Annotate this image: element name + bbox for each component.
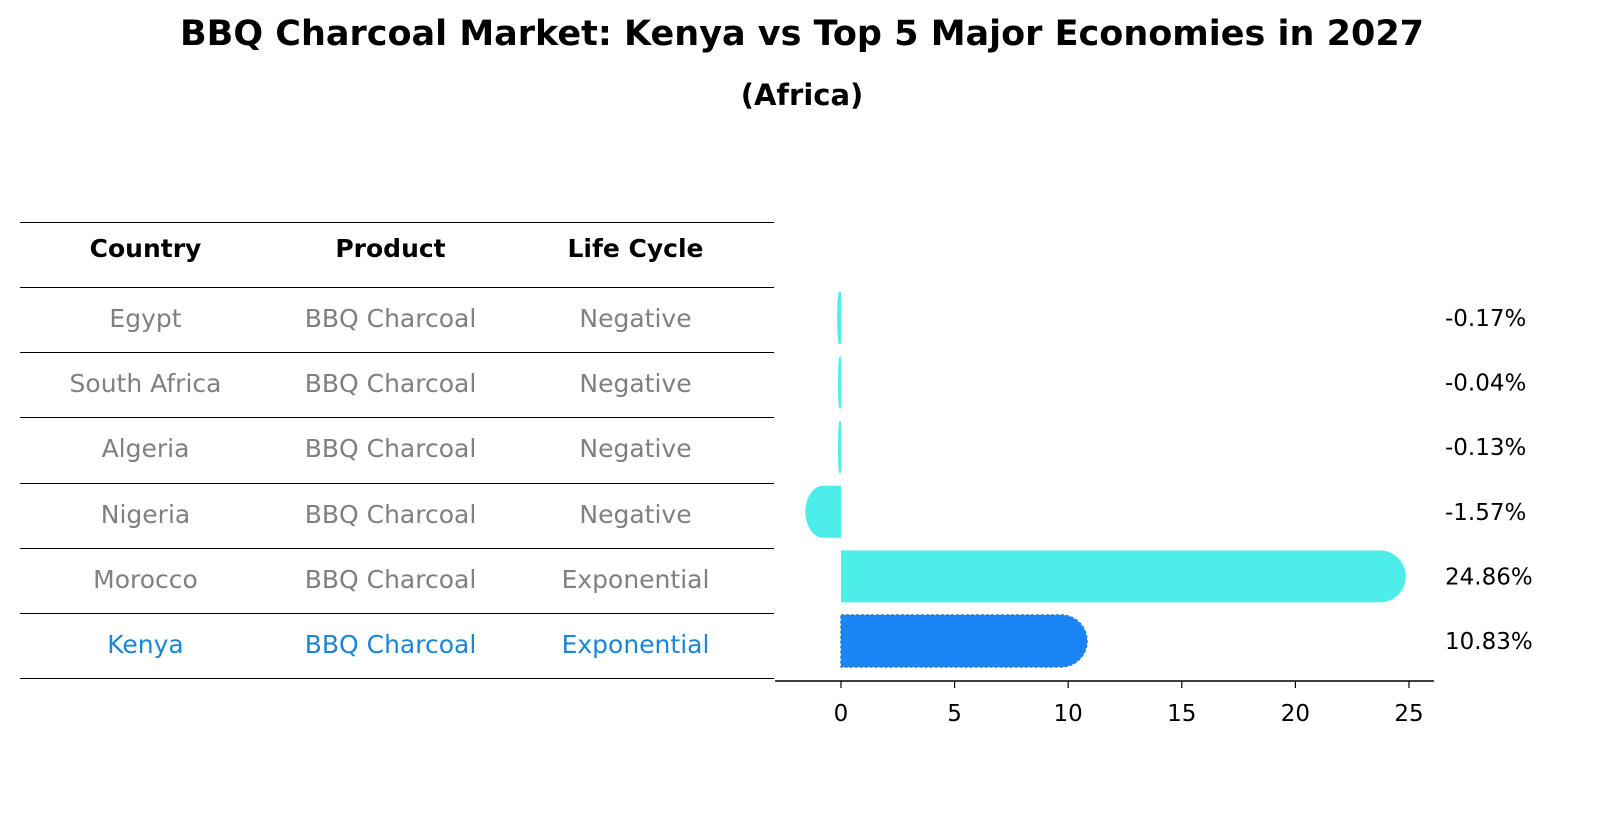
table-cell-country: Nigeria xyxy=(100,499,191,529)
table-cell-country: Egypt xyxy=(109,304,182,333)
header-country: Country xyxy=(89,234,202,263)
table-cell-product: BBQ Charcoal xyxy=(304,564,477,594)
x-tick-label: 15 xyxy=(1167,701,1196,727)
x-tick-label: 20 xyxy=(1281,701,1310,727)
bar-nigeria xyxy=(805,485,841,538)
x-tick-label: 0 xyxy=(834,701,849,727)
bar-egypt xyxy=(837,292,841,344)
table-cell-life-cycle: Negative xyxy=(579,434,692,464)
bar-algeria xyxy=(838,421,841,474)
table-cell-country: Algeria xyxy=(101,434,190,464)
value-label: 24.86% xyxy=(1445,564,1533,590)
chart-title: BBQ Charcoal Market: Kenya vs Top 5 Majo… xyxy=(179,14,1425,54)
bar-morocco xyxy=(841,550,1406,603)
header-life-cycle: Life Cycle xyxy=(567,234,704,263)
table-rule-header xyxy=(20,287,774,288)
bar-kenya xyxy=(840,614,1088,668)
table-cell-product: BBQ Charcoal xyxy=(304,369,477,399)
table-cell-country: Kenya xyxy=(107,630,184,659)
bar-south-africa xyxy=(838,356,841,409)
table-cell-product: BBQ Charcoal xyxy=(304,434,477,464)
header-product: Product xyxy=(335,234,446,263)
table-rule xyxy=(20,613,774,614)
table-rule xyxy=(20,417,774,419)
value-label: 10.83% xyxy=(1445,629,1533,655)
table-rule-top xyxy=(20,222,774,223)
table-rule xyxy=(20,482,774,484)
table-cell-product: BBQ Charcoal xyxy=(304,630,477,659)
table-cell-life-cycle: Negative xyxy=(579,369,692,399)
table-rule xyxy=(20,547,774,549)
x-tick-label: 25 xyxy=(1394,701,1423,727)
table-cell-product: BBQ Charcoal xyxy=(304,304,477,333)
table-cell-life-cycle: Exponential xyxy=(561,630,710,659)
x-tick-label: 5 xyxy=(947,701,962,727)
table-cell-country: South Africa xyxy=(69,369,222,399)
table-cell-country: Morocco xyxy=(93,564,198,594)
value-label: -1.57% xyxy=(1445,500,1526,526)
value-label: -0.04% xyxy=(1445,371,1526,397)
table-cell-life-cycle: Negative xyxy=(579,499,692,529)
chart-subtitle: (Africa) xyxy=(740,78,864,112)
table-cell-product: BBQ Charcoal xyxy=(304,499,477,529)
table-rule xyxy=(20,678,774,680)
table-cell-life-cycle: Exponential xyxy=(561,564,710,594)
value-label: -0.13% xyxy=(1445,435,1526,461)
table-cell-life-cycle: Negative xyxy=(579,304,692,333)
value-label: -0.17% xyxy=(1445,306,1526,332)
table-rule xyxy=(20,352,774,354)
x-tick-label: 10 xyxy=(1054,701,1083,727)
